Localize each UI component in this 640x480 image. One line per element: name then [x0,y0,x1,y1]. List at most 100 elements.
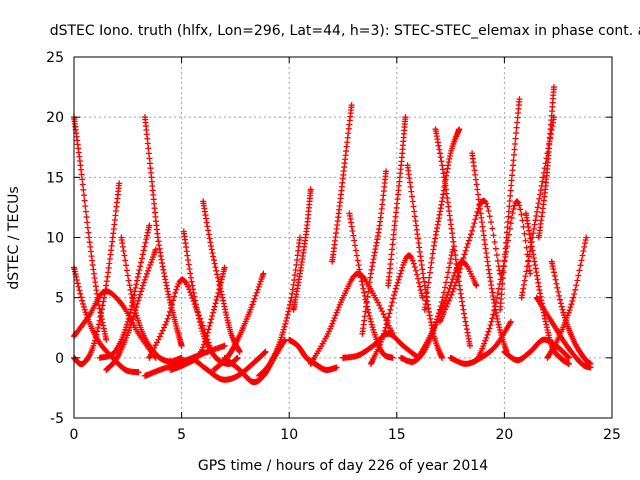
data-point [379,333,386,340]
data-point [554,284,561,291]
data-point [530,251,537,258]
data-point [587,364,594,371]
data-point [358,278,365,285]
data-point [516,202,523,209]
data-point [80,186,87,193]
data-point [210,257,217,264]
data-point [81,197,88,204]
data-point [80,192,87,199]
data-point [236,348,243,355]
data-point [280,326,287,333]
data-point [127,309,134,316]
data-point [208,246,215,253]
data-point [552,276,559,283]
data-point [291,272,298,279]
data-point [485,208,492,215]
data-point [330,317,337,324]
data-point [504,218,511,225]
data-point [205,231,212,238]
data-point [471,220,478,227]
data-point [124,272,131,279]
data-point [381,327,388,334]
data-point [410,203,417,210]
data-point [565,354,572,361]
data-point [530,225,537,232]
data-point [444,274,451,281]
series-26 [385,114,409,289]
data-point [146,264,153,271]
data-point [426,269,433,276]
data-point [396,273,403,280]
data-point [521,230,528,237]
data-point [486,325,493,332]
data-point [166,308,173,315]
data-point [494,294,501,301]
data-point [581,243,588,250]
data-point [201,338,208,345]
data-point [198,325,205,332]
data-point [127,286,134,293]
data-point [357,274,364,281]
data-point [415,279,422,286]
data-point [500,269,507,276]
data-point [551,269,558,276]
data-point [293,261,300,268]
data-point [220,297,227,304]
data-point [398,267,405,274]
data-point [123,267,130,274]
data-point [483,334,490,341]
y-axis-label: dSTEC / TECUs [6,186,22,289]
data-point [383,321,390,328]
data-point [472,176,479,183]
data-point [172,289,179,296]
data-point [158,330,165,337]
data-point [352,242,359,249]
series-40 [535,84,557,241]
data-point [491,239,498,246]
data-point [333,364,340,371]
data-point [197,322,204,329]
data-point [169,301,176,308]
data-point [579,252,586,259]
data-point [524,263,531,270]
data-point [512,135,519,142]
data-point [410,260,417,267]
data-point [570,294,577,301]
data-point [362,308,369,315]
data-point [363,298,370,305]
data-point [449,288,456,295]
data-point [475,196,482,203]
data-point [473,212,480,219]
data-point [196,315,203,322]
data-point [84,224,91,231]
data-point [365,283,372,290]
data-point [145,267,152,274]
data-point [486,213,493,220]
data-point [348,219,355,226]
data-point [461,310,468,317]
data-point [146,222,153,229]
data-point [440,302,447,309]
data-point [527,235,534,242]
data-point [523,268,530,275]
series-20 [329,102,355,265]
data-point [192,301,199,308]
data-point [84,219,91,226]
data-point [210,309,217,316]
data-point [137,263,144,270]
data-point [120,248,127,255]
data-point [513,124,520,131]
data-point [507,220,514,227]
data-point [161,324,168,331]
series-21 [307,270,396,367]
data-point [494,290,501,297]
data-point [461,251,468,258]
data-point [248,304,255,311]
y-tick-label: 0 [55,351,64,367]
series-13 [200,198,243,355]
data-point [525,253,532,260]
data-point [234,354,241,361]
series-32 [436,197,504,325]
data-point [209,312,216,319]
